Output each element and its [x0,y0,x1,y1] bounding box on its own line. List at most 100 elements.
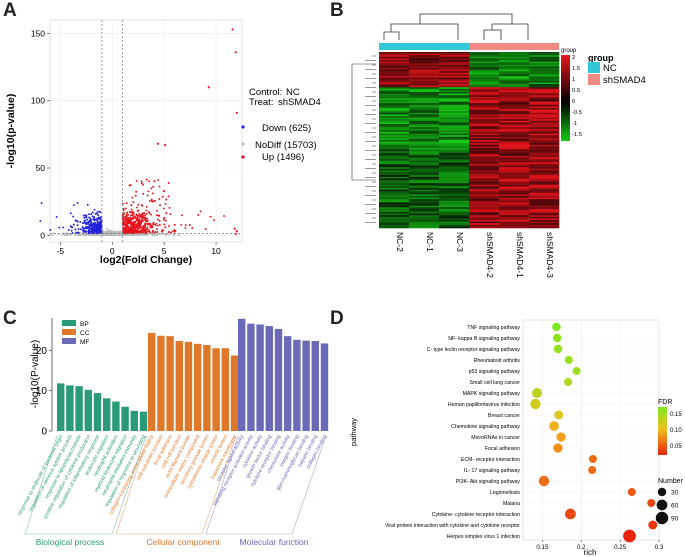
down-point [93,215,95,218]
up-point [147,180,150,183]
heatmap-cell [409,196,440,198]
nodiff-point [129,233,132,236]
heatmap-cell [469,186,500,189]
color-scale-tick-label: 0.5 [572,88,580,94]
heatmap-cell [469,92,500,94]
group-legend-shsmad4-label: shSMAD4 [603,75,646,86]
kegg-x-tick-label: 0.2 [577,544,586,551]
nodiff-point [110,231,113,234]
heatmap-cell [469,212,500,214]
heatmap-cell [379,164,410,166]
heatmap-cell [529,207,560,210]
up-point [125,213,128,215]
go-group-bracket [115,435,237,535]
heatmap-cell [439,55,470,58]
kegg-x-tick-label: 0.15 [536,544,549,551]
heatmap-cell [529,68,560,70]
down-point [72,204,75,207]
heatmap-cell [379,58,410,61]
heatmap-cell [439,93,470,96]
heatmap-cell [499,64,530,67]
up-point [169,213,172,216]
heatmap-cell [409,82,440,85]
up-point [133,221,136,224]
heatmap-cell [439,154,470,157]
go-bar [66,385,74,431]
kegg-point [531,387,543,399]
heatmap-cell [439,112,470,115]
heatmap-cell [379,152,410,155]
heatmap-cell [499,74,530,77]
go-bar [265,326,273,431]
heatmap-cell [529,186,560,189]
up-point [135,219,138,222]
up-point [154,199,156,202]
heatmap-cell [469,122,500,125]
heatmap-cell [499,148,530,150]
go-y-tick-label: 0 [41,427,47,438]
kegg-pathway-label: Viral protein interaction with cytokine … [385,523,520,529]
up-point [143,228,146,231]
volcano-points [39,28,238,237]
heatmap-cell [529,82,560,85]
heatmap-cell [439,82,470,85]
heatmap-cell [529,120,560,123]
heatmap-cell [529,136,560,139]
volcano-y-label: -log10(p-value) [5,94,17,169]
heatmap-cell [529,168,560,171]
up-point [125,207,127,210]
heatmap-cell [409,101,440,104]
up-point [163,217,166,220]
heatmap-cell [499,101,530,104]
up-point [131,196,134,199]
up-point [164,144,167,147]
down-point [74,228,77,231]
heatmap-cell [499,180,530,182]
heatmap-cell [379,188,410,190]
heatmap-cell [439,208,470,211]
kegg-points [530,322,658,543]
heatmap-cell [379,220,410,222]
heatmap-cell [469,120,500,123]
heatmap-cell [499,186,530,189]
up-point [129,184,132,187]
heatmap-cell [469,61,500,64]
volcano-x-tick-label: 5 [162,246,167,256]
fdr-legend-bar [658,407,667,455]
go-group-cc-label: Cellular component [146,537,220,547]
heatmap-cell [439,124,470,126]
kegg-point [588,455,597,463]
heatmap-cell [499,202,530,205]
nodiff-point [115,233,118,236]
heatmap-cell [439,215,470,218]
down-point [55,216,58,218]
heatmap-cell [469,191,500,194]
heatmap-cell [439,223,470,226]
heatmap-cell [409,162,440,165]
up-point [125,202,128,205]
heatmap-cell [409,218,440,221]
heatmap-cell [499,188,530,190]
heatmap-cell [409,125,440,128]
heatmap-cell [409,148,440,150]
go-bar [84,389,92,431]
heatmap-cell [439,180,470,182]
heatmap-cell [379,178,410,181]
up-point [154,231,157,234]
up-point [144,214,147,217]
up-point [156,214,158,217]
heatmap-cell [499,117,530,120]
heatmap-cell [469,159,500,162]
heatmap-cell [439,194,470,197]
heatmap-cell [499,220,530,222]
go-group-mf-label: Molecular function [240,537,309,547]
down-point [81,229,84,232]
heatmap-cell [379,125,410,128]
heatmap-cell [439,63,470,66]
heatmap-cell [529,98,560,101]
down-point [92,228,95,231]
up-point [142,192,145,195]
heatmap-cell [439,96,470,99]
heatmap-cell [529,84,560,86]
heatmap-cell [529,74,560,77]
